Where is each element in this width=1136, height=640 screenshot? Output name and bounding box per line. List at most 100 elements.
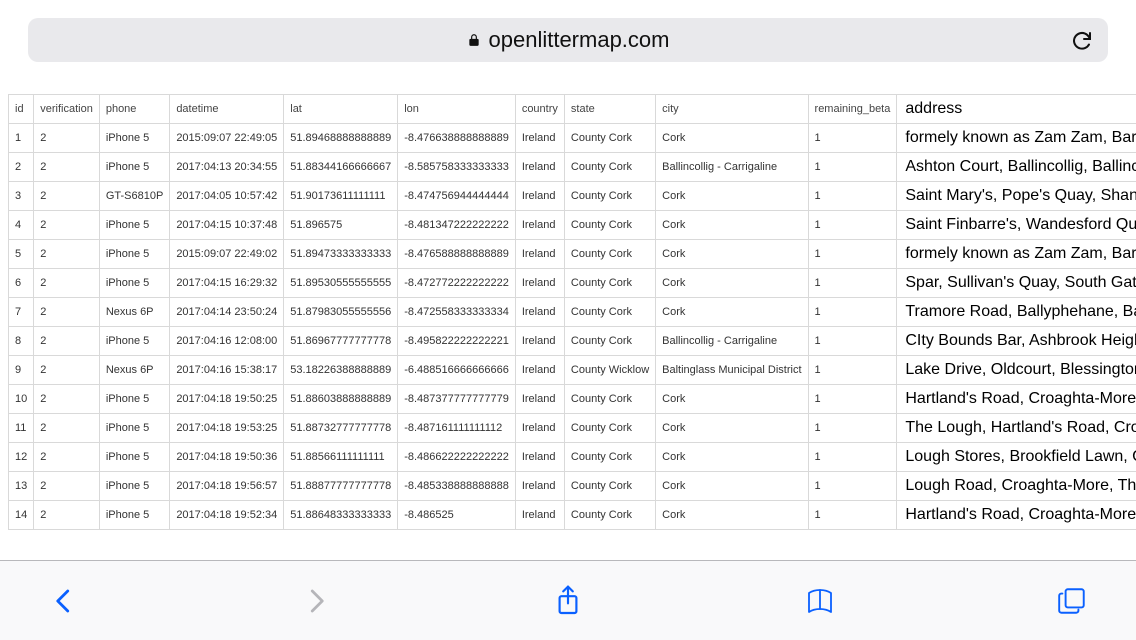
cell-phone: iPhone 5: [99, 240, 169, 269]
cell-state: County Cork: [564, 327, 655, 356]
cell-datetime: 2017:04:18 19:50:36: [170, 443, 284, 472]
cell-remaining_beta: 1: [808, 298, 897, 327]
cell-lon: -8.487161111111112: [398, 414, 516, 443]
table-row: 72Nexus 6P2017:04:14 23:50:2451.87983055…: [9, 298, 1136, 327]
data-table-container[interactable]: id verification phone datetime lat lon c…: [8, 94, 1136, 558]
col-lon: lon: [398, 95, 516, 124]
reload-icon[interactable]: [1070, 28, 1094, 52]
cell-remaining_beta: 1: [808, 240, 897, 269]
back-button[interactable]: [44, 581, 84, 621]
cell-phone: iPhone 5: [99, 153, 169, 182]
cell-datetime: 2017:04:18 19:52:34: [170, 501, 284, 530]
cell-country: Ireland: [515, 269, 564, 298]
cell-id: 8: [9, 327, 34, 356]
col-datetime: datetime: [170, 95, 284, 124]
cell-id: 7: [9, 298, 34, 327]
cell-country: Ireland: [515, 124, 564, 153]
cell-state: County Cork: [564, 298, 655, 327]
cell-id: 4: [9, 211, 34, 240]
cell-datetime: 2017:04:15 10:37:48: [170, 211, 284, 240]
cell-country: Ireland: [515, 182, 564, 211]
cell-address: Spar, Sullivan's Quay, South Gate A: [897, 269, 1136, 298]
bookmarks-button[interactable]: [800, 581, 840, 621]
lock-icon: [467, 33, 481, 47]
cell-remaining_beta: 1: [808, 327, 897, 356]
cell-state: County Cork: [564, 124, 655, 153]
cell-country: Ireland: [515, 240, 564, 269]
cell-id: 5: [9, 240, 34, 269]
col-phone: phone: [99, 95, 169, 124]
cell-datetime: 2017:04:16 12:08:00: [170, 327, 284, 356]
cell-state: County Cork: [564, 153, 655, 182]
cell-address: Hartland's Road, Croaghta-More, C: [897, 385, 1136, 414]
cell-city: Ballincollig - Carrigaline: [656, 153, 808, 182]
cell-remaining_beta: 1: [808, 443, 897, 472]
cell-country: Ireland: [515, 153, 564, 182]
col-state: state: [564, 95, 655, 124]
cell-state: County Cork: [564, 501, 655, 530]
table-row: 62iPhone 52017:04:15 16:29:3251.89530555…: [9, 269, 1136, 298]
cell-address: Tramore Road, Ballyphehane, Bally: [897, 298, 1136, 327]
cell-phone: Nexus 6P: [99, 356, 169, 385]
cell-city: Ballincollig - Carrigaline: [656, 327, 808, 356]
cell-lon: -8.495822222222221: [398, 327, 516, 356]
cell-datetime: 2017:04:18 19:53:25: [170, 414, 284, 443]
cell-state: County Cork: [564, 385, 655, 414]
cell-verification: 2: [34, 240, 100, 269]
cell-city: Baltinglass Municipal District: [656, 356, 808, 385]
cell-phone: Nexus 6P: [99, 298, 169, 327]
cell-remaining_beta: 1: [808, 356, 897, 385]
cell-state: County Wicklow: [564, 356, 655, 385]
cell-datetime: 2017:04:18 19:50:25: [170, 385, 284, 414]
cell-verification: 2: [34, 269, 100, 298]
url-bar[interactable]: openlittermap.com: [28, 18, 1108, 62]
cell-address: formely known as Zam Zam, Barra: [897, 240, 1136, 269]
cell-verification: 2: [34, 298, 100, 327]
cell-phone: iPhone 5: [99, 211, 169, 240]
cell-address: Lough Road, Croaghta-More, The L: [897, 472, 1136, 501]
cell-datetime: 2017:04:15 16:29:32: [170, 269, 284, 298]
cell-lon: -8.486525: [398, 501, 516, 530]
cell-state: County Cork: [564, 240, 655, 269]
cell-lon: -6.488516666666666: [398, 356, 516, 385]
table-row: 122iPhone 52017:04:18 19:50:3651.8856611…: [9, 443, 1136, 472]
cell-id: 13: [9, 472, 34, 501]
cell-id: 10: [9, 385, 34, 414]
cell-id: 2: [9, 153, 34, 182]
table-row: 12iPhone 52015:09:07 22:49:0551.89468888…: [9, 124, 1136, 153]
cell-address: Saint Mary's, Pope's Quay, Shando: [897, 182, 1136, 211]
cell-verification: 2: [34, 182, 100, 211]
cell-city: Cork: [656, 124, 808, 153]
cell-phone: iPhone 5: [99, 472, 169, 501]
cell-id: 9: [9, 356, 34, 385]
tabs-button[interactable]: [1052, 581, 1092, 621]
cell-country: Ireland: [515, 443, 564, 472]
cell-datetime: 2015:09:07 22:49:05: [170, 124, 284, 153]
cell-phone: iPhone 5: [99, 327, 169, 356]
share-button[interactable]: [548, 581, 588, 621]
cell-state: County Cork: [564, 443, 655, 472]
cell-city: Cork: [656, 472, 808, 501]
cell-lat: 51.86967777777778: [284, 327, 398, 356]
cell-datetime: 2017:04:18 19:56:57: [170, 472, 284, 501]
cell-city: Cork: [656, 443, 808, 472]
cell-remaining_beta: 1: [808, 472, 897, 501]
cell-lat: 51.88877777777778: [284, 472, 398, 501]
col-city: city: [656, 95, 808, 124]
cell-lon: -8.472558333333334: [398, 298, 516, 327]
cell-verification: 2: [34, 501, 100, 530]
cell-id: 3: [9, 182, 34, 211]
cell-city: Cork: [656, 298, 808, 327]
cell-verification: 2: [34, 414, 100, 443]
cell-address: CIty Bounds Bar, Ashbrook Heights: [897, 327, 1136, 356]
cell-datetime: 2017:04:05 10:57:42: [170, 182, 284, 211]
cell-lat: 51.896575: [284, 211, 398, 240]
cell-lon: -8.474756944444444: [398, 182, 516, 211]
col-country: country: [515, 95, 564, 124]
url-domain: openlittermap.com: [489, 27, 670, 53]
cell-city: Cork: [656, 385, 808, 414]
cell-city: Cork: [656, 414, 808, 443]
cell-city: Cork: [656, 501, 808, 530]
cell-lat: 51.88732777777778: [284, 414, 398, 443]
cell-address: Lake Drive, Oldcourt, Blessington,: [897, 356, 1136, 385]
